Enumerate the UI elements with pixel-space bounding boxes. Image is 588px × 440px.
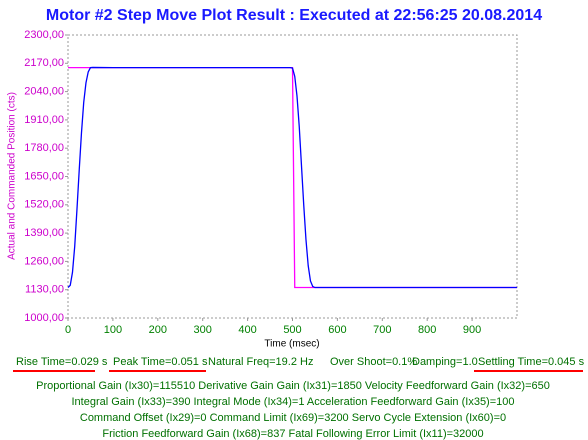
x-tick-label: 100 (104, 324, 122, 336)
y-tick-label: 1520,00 (24, 199, 64, 211)
y-tick-label: 2170,00 (24, 57, 64, 69)
x-tick-label: 800 (418, 324, 436, 336)
y-tick-label: 1000,00 (24, 312, 64, 324)
parameter-line: Friction Feedforward Gain (Ix68)=837 Fat… (102, 428, 483, 440)
stat-text: Damping=1.0 (412, 356, 478, 368)
parameter-line: Command Offset (Ix29)=0 Command Limit (I… (80, 412, 506, 424)
y-tick-label: 1910,00 (24, 114, 64, 126)
y-tick-label: 2040,00 (24, 86, 64, 98)
x-tick-label: 200 (149, 324, 167, 336)
series-line (68, 67, 517, 289)
y-tick-label: 2300,00 (24, 29, 64, 41)
stat-text: Peak Time=0.051 s (113, 356, 208, 368)
y-axis-label: Actual and Commanded Position (cts) (7, 92, 18, 260)
y-tick-label: 1390,00 (24, 227, 64, 239)
parameter-line: Integral Gain (Ix33)=390 Integral Mode (… (72, 396, 515, 408)
chart-title: Motor #2 Step Move Plot Result : Execute… (46, 7, 542, 24)
stat-text: Natural Freq=19.2 Hz (208, 356, 313, 368)
y-tick-label: 1130,00 (25, 284, 64, 296)
stat-text: Rise Time=0.029 s (16, 356, 108, 368)
y-tick-label: 1260,00 (24, 255, 64, 267)
x-tick-label: 0 (65, 324, 71, 336)
x-tick-label: 500 (283, 324, 301, 336)
stat-text: Over Shoot=0.1% (330, 356, 417, 368)
y-tick-label: 1650,00 (24, 170, 64, 182)
series-line (67, 66, 517, 289)
x-axis-label: Time (msec) (264, 339, 319, 350)
x-tick-label: 900 (463, 324, 481, 336)
y-tick-label: 1780,00 (24, 142, 64, 154)
x-tick-label: 300 (194, 324, 212, 336)
x-tick-label: 700 (373, 324, 391, 336)
parameter-line: Proportional Gain (Ix30)=115510 Derivati… (36, 380, 550, 392)
x-tick-label: 400 (238, 324, 256, 336)
x-tick-label: 600 (328, 324, 346, 336)
stat-text: Settling Time=0.045 s (478, 356, 585, 368)
